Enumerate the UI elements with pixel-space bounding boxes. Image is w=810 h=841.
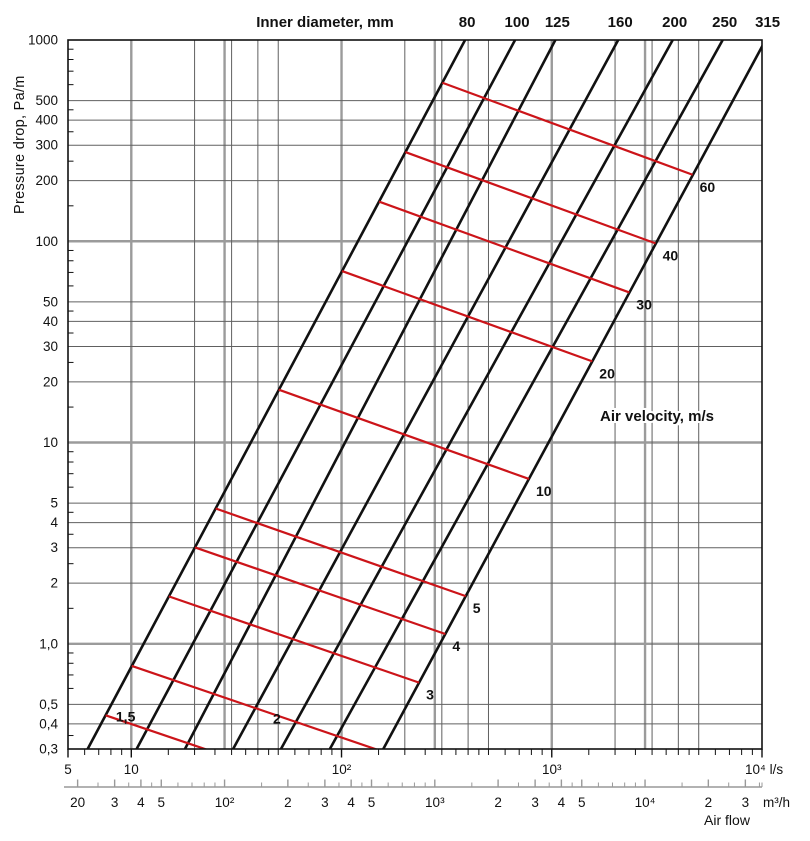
diameter-line-315 — [382, 43, 762, 749]
m3h-tick-label: 10⁴ — [635, 795, 656, 810]
velocity-line-30 — [378, 200, 630, 294]
m3h-tick-label: 10³ — [425, 795, 445, 810]
y-axis-tick-label: 1,0 — [39, 636, 58, 651]
diameter-lines-group — [86, 40, 762, 749]
pressure-drop-axis-title: Pressure drop, Pa/m — [12, 75, 28, 214]
velocity-line-3 — [168, 595, 420, 684]
diameter-label-125: 125 — [545, 14, 570, 31]
diameter-label-250: 250 — [712, 14, 737, 31]
y-axis-tick-label: 0,4 — [39, 716, 58, 731]
m3h-tick-label: 3 — [111, 795, 119, 810]
velocity-label-3: 3 — [426, 687, 434, 703]
m3h-tick-label: 4 — [137, 795, 145, 810]
velocity-line-60 — [442, 81, 693, 176]
velocity-label-20: 20 — [599, 365, 615, 381]
velocity-label-60: 60 — [700, 179, 716, 195]
velocity-line-2 — [131, 664, 379, 749]
y-axis-tick-label: 40 — [43, 314, 58, 329]
m3h-tick-label: 2 — [705, 795, 713, 810]
y-axis-tick-label: 50 — [43, 294, 58, 309]
diameter-line-160 — [231, 40, 620, 749]
y-axis-tick-label: 200 — [35, 173, 58, 188]
velocity-line-40 — [404, 151, 656, 245]
velocity-line-5 — [215, 507, 467, 598]
velocity-lines-group — [105, 81, 693, 749]
y-axis-tick-label: 0,5 — [39, 697, 58, 712]
diameter-line-80 — [86, 40, 467, 749]
y-axis-tick-label: 4 — [50, 515, 58, 530]
y-axis-tick-label: 2 — [50, 576, 58, 591]
ls-tick-label: 10³ — [542, 762, 562, 777]
m3h-tick-label: 5 — [578, 795, 586, 810]
m3h-tick-label: 3 — [321, 795, 329, 810]
diameter-label-100: 100 — [505, 14, 530, 31]
velocity-line-10 — [278, 388, 530, 480]
ls-tick-label: 5 — [64, 762, 72, 777]
inner-diameter-axis-title: Inner diameter, mm — [256, 14, 394, 31]
y-axis-tick-label: 5 — [50, 496, 58, 511]
y-axis-tick-label: 0,3 — [39, 742, 58, 757]
velocity-label-30: 30 — [636, 296, 652, 312]
m3h-tick-label: 2 — [494, 795, 502, 810]
diameter-line-125 — [183, 40, 557, 749]
m3h-tick-label: 5 — [158, 795, 166, 810]
velocity-line-20 — [341, 270, 593, 363]
velocity-line-1.5 — [105, 714, 209, 749]
plot-frame — [67, 39, 763, 750]
diameter-label-80: 80 — [459, 14, 476, 31]
m3h-tick-label: 20 — [70, 795, 85, 810]
velocity-label-40: 40 — [663, 247, 679, 263]
y-axis-tick-label: 300 — [35, 138, 58, 153]
velocity-label-10: 10 — [536, 483, 552, 499]
y-axis-tick-label: 100 — [35, 234, 58, 249]
m3h-tick-label: 2 — [284, 795, 292, 810]
velocity-line-4 — [194, 546, 446, 636]
diameter-line-100 — [135, 40, 517, 749]
diameter-label-315: 315 — [755, 14, 780, 31]
air-velocity-legend: Air velocity, m/s — [600, 408, 714, 425]
velocity-label-1.5: 1,5 — [116, 708, 136, 724]
m3h-tick-label: 3 — [742, 795, 750, 810]
m3h-unit-label: m³/h — [763, 795, 790, 810]
y-axis-tick-label: 400 — [35, 113, 58, 128]
velocity-label-4: 4 — [452, 638, 460, 654]
m3h-tick-label: 4 — [558, 795, 566, 810]
y-axis-tick-label: 10 — [43, 435, 58, 450]
velocity-label-5: 5 — [473, 600, 481, 616]
diameter-label-160: 160 — [608, 14, 633, 31]
diameter-line-250 — [328, 40, 724, 749]
ls-tick-label: 10² — [332, 762, 352, 777]
y-axis-tick-label: 30 — [43, 339, 58, 354]
air-flow-axis-title: Air flow — [704, 812, 751, 828]
m3h-tick-label: 3 — [531, 795, 539, 810]
diameter-line-200 — [279, 40, 674, 749]
y-axis-tick-label: 3 — [50, 540, 58, 555]
y-axis-tick-label: 500 — [35, 93, 58, 108]
m3h-tick-label: 5 — [368, 795, 376, 810]
ls-tick-label: 10 — [124, 762, 139, 777]
diameter-label-200: 200 — [662, 14, 687, 31]
y-axis-tick-label: 1000 — [28, 33, 58, 48]
m3h-tick-label: 10² — [215, 795, 235, 810]
velocity-label-2: 2 — [273, 710, 281, 726]
ls-tick-label: 10⁴ l/s — [745, 762, 783, 777]
m3h-tick-label: 4 — [347, 795, 355, 810]
y-axis-tick-label: 20 — [43, 374, 58, 389]
